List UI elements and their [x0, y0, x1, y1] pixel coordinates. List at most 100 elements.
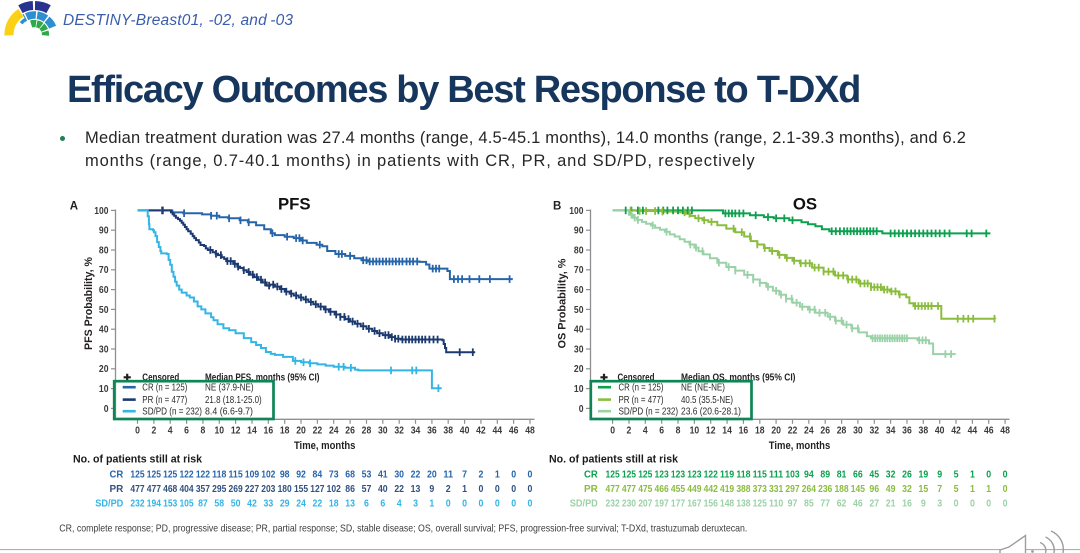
svg-text:40.5 (35.5-NE): 40.5 (35.5-NE) [681, 395, 733, 406]
svg-text:50: 50 [231, 499, 241, 510]
svg-text:18: 18 [329, 499, 339, 510]
svg-text:NE (NE-NE): NE (NE-NE) [681, 383, 725, 394]
svg-text:9: 9 [921, 499, 926, 510]
svg-text:232: 232 [130, 499, 145, 510]
svg-text:1: 1 [462, 484, 467, 495]
svg-text:48: 48 [525, 426, 535, 437]
svg-text:0: 0 [528, 499, 533, 510]
svg-text:10: 10 [574, 384, 584, 395]
svg-text:0: 0 [511, 484, 516, 495]
svg-text:8.4 (6.6-9.7): 8.4 (6.6-9.7) [205, 407, 253, 418]
svg-text:20: 20 [574, 364, 584, 375]
svg-text:24: 24 [329, 426, 339, 437]
svg-text:197: 197 [655, 499, 670, 510]
svg-text:0: 0 [970, 499, 975, 510]
svg-text:Censored: Censored [618, 373, 655, 384]
svg-text:94: 94 [804, 470, 814, 481]
svg-text:230: 230 [622, 499, 637, 510]
svg-text:100: 100 [569, 206, 584, 217]
svg-text:14: 14 [722, 426, 732, 437]
svg-text:14: 14 [247, 426, 257, 437]
svg-text:0: 0 [478, 484, 483, 495]
svg-text:89: 89 [820, 470, 830, 481]
svg-text:0: 0 [511, 470, 516, 481]
svg-text:32: 32 [902, 484, 912, 495]
svg-text:0: 0 [462, 499, 467, 510]
svg-text:102: 102 [261, 470, 276, 481]
svg-text:34: 34 [411, 426, 421, 437]
svg-text:CR: CR [584, 470, 599, 481]
svg-text:6: 6 [380, 499, 385, 510]
svg-text:42: 42 [951, 426, 961, 437]
svg-text:PR: PR [584, 484, 599, 495]
svg-text:10: 10 [99, 384, 109, 395]
svg-text:0: 0 [446, 499, 451, 510]
svg-text:1: 1 [986, 484, 991, 495]
svg-text:203: 203 [261, 484, 276, 495]
svg-text:0: 0 [1003, 470, 1008, 481]
svg-text:123: 123 [671, 470, 686, 481]
svg-text:B: B [553, 200, 561, 212]
svg-text:27: 27 [869, 499, 879, 510]
svg-text:50: 50 [99, 305, 109, 316]
svg-text:24: 24 [296, 499, 306, 510]
svg-text:PFS: PFS [278, 195, 311, 214]
svg-text:388: 388 [736, 484, 751, 495]
svg-text:13: 13 [411, 484, 421, 495]
svg-text:177: 177 [671, 499, 686, 510]
svg-text:57: 57 [362, 484, 372, 495]
svg-text:22: 22 [313, 426, 323, 437]
svg-text:125: 125 [753, 499, 768, 510]
svg-text:2: 2 [478, 470, 483, 481]
svg-text:21.8 (18.1-25.0): 21.8 (18.1-25.0) [205, 395, 262, 406]
svg-text:45: 45 [869, 470, 879, 481]
svg-text:6: 6 [184, 426, 189, 437]
svg-text:80: 80 [99, 245, 109, 256]
svg-text:188: 188 [834, 484, 849, 495]
svg-text:73: 73 [329, 470, 339, 481]
svg-text:145: 145 [851, 484, 866, 495]
svg-text:90: 90 [99, 226, 109, 237]
svg-text:477: 477 [606, 484, 621, 495]
svg-text:442: 442 [704, 484, 719, 495]
svg-text:5: 5 [954, 470, 959, 481]
svg-text:Censored: Censored [142, 373, 179, 384]
svg-text:OS: OS [793, 195, 817, 214]
svg-text:44: 44 [492, 426, 502, 437]
svg-text:127: 127 [310, 484, 325, 495]
svg-text:32: 32 [886, 470, 896, 481]
svg-text:0: 0 [579, 404, 584, 415]
svg-text:SD/PD: SD/PD [95, 499, 123, 510]
svg-text:26: 26 [345, 426, 355, 437]
svg-text:33: 33 [263, 499, 273, 510]
svg-text:2: 2 [446, 484, 451, 495]
svg-text:A: A [70, 200, 78, 212]
svg-text:138: 138 [736, 499, 751, 510]
svg-text:CR (n = 125): CR (n = 125) [142, 383, 187, 394]
svg-text:3: 3 [413, 499, 418, 510]
svg-text:22: 22 [394, 484, 404, 495]
svg-text:125: 125 [622, 470, 637, 481]
svg-text:13: 13 [345, 499, 355, 510]
svg-text:40: 40 [460, 426, 470, 437]
svg-text:58: 58 [214, 499, 224, 510]
svg-text:20: 20 [296, 426, 306, 437]
svg-text:155: 155 [294, 484, 309, 495]
svg-text:357: 357 [196, 484, 211, 495]
svg-text:84: 84 [313, 470, 323, 481]
svg-text:26: 26 [902, 470, 912, 481]
svg-text:2: 2 [627, 426, 632, 437]
svg-text:468: 468 [163, 484, 178, 495]
svg-text:70: 70 [574, 265, 584, 276]
svg-text:CR (n = 125): CR (n = 125) [619, 383, 664, 394]
svg-text:26: 26 [820, 426, 830, 437]
svg-text:81: 81 [837, 470, 847, 481]
svg-text:48: 48 [1000, 426, 1010, 437]
svg-text:40: 40 [574, 325, 584, 336]
svg-text:53: 53 [362, 470, 372, 481]
svg-text:22: 22 [788, 426, 798, 437]
svg-text:OS Probability, %: OS Probability, % [557, 258, 569, 348]
svg-text:86: 86 [345, 484, 355, 495]
svg-text:36: 36 [902, 426, 912, 437]
svg-text:156: 156 [704, 499, 719, 510]
